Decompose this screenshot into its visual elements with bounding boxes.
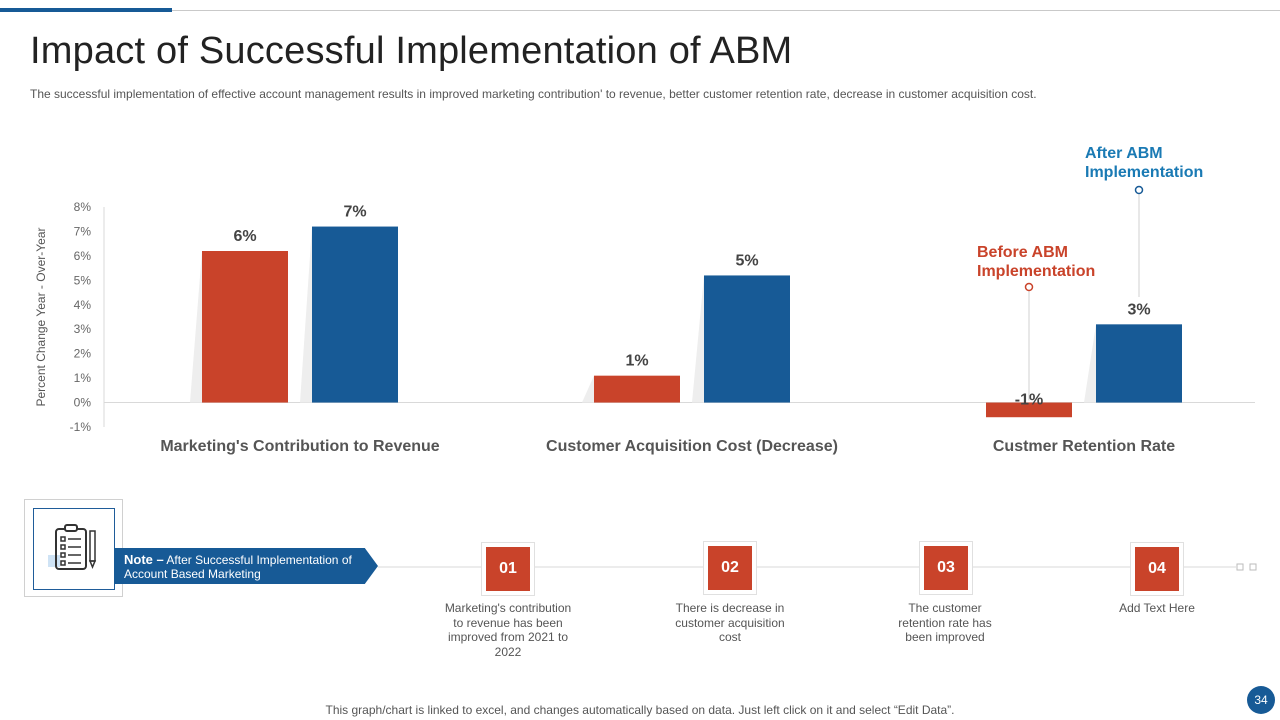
- step-description: Marketing's contribution to revenue has …: [444, 601, 572, 659]
- note-label: Note –: [124, 552, 164, 567]
- data-label: 3%: [1127, 301, 1150, 318]
- data-label: 1%: [625, 353, 648, 370]
- chart-bars: [190, 226, 1182, 418]
- chart-labels: 6% 7% Marketing's Contribution to Revenue 1…: [160, 204, 1175, 455]
- bar: [986, 402, 1072, 418]
- y-tick-label: 3%: [74, 322, 92, 336]
- page-title: Impact of Successful Implementation of A…: [30, 30, 793, 72]
- callout-dot: [1134, 185, 1144, 195]
- bar-shadow: [692, 275, 704, 403]
- step-number: 01: [486, 547, 530, 591]
- step-description: The customer retention rate has been imp…: [898, 601, 992, 644]
- chart-callouts: Before ABM Implementation After ABM Impleme…: [977, 145, 1203, 401]
- y-axis-label: Percent Change Year - Over-Year: [34, 227, 48, 406]
- bar: [1096, 324, 1182, 403]
- top-rule: [0, 10, 1280, 11]
- bar-shadow: [1084, 324, 1096, 403]
- clipboard-icon: [33, 508, 115, 590]
- note-text: Note – After Successful Implementation o…: [124, 552, 369, 582]
- y-tick-label: 6%: [74, 249, 92, 263]
- top-accent-bar: [0, 8, 172, 12]
- y-tick-label: 1%: [74, 371, 92, 385]
- step-number: 03: [924, 546, 968, 590]
- page-number: 34: [1247, 686, 1275, 714]
- y-tick-label: 5%: [74, 273, 92, 287]
- y-tick-label: 0%: [74, 396, 92, 410]
- page-subtitle: The successful implementation of effecti…: [30, 87, 1037, 101]
- y-tick-label: 7%: [74, 224, 92, 238]
- footer-note: This graph/chart is linked to excel, and…: [325, 703, 955, 717]
- note-banner: [114, 548, 378, 584]
- bar: [312, 226, 398, 403]
- timeline: [378, 563, 1257, 571]
- y-tick-label: 8%: [74, 200, 92, 214]
- y-tick-label: 2%: [74, 347, 92, 361]
- note-body: After Successful Implementation of Accou…: [124, 553, 352, 581]
- x-category-label: Custmer Retention Rate: [993, 438, 1175, 455]
- step-number: 04: [1135, 547, 1179, 591]
- chart-axes: -1% 0% 1% 2% 3% 4% 5% 6% 7% 8% Percent Change Year…: [34, 200, 1255, 434]
- data-label: 6%: [233, 228, 256, 245]
- data-label: 7%: [343, 204, 366, 221]
- step-number: 02: [708, 546, 752, 590]
- bar-shadow: [300, 226, 312, 403]
- x-category-label: Customer Acquisition Cost (Decrease): [546, 438, 838, 455]
- bar: [704, 275, 790, 403]
- bar: [202, 251, 288, 403]
- legend-after-label: After ABM: [1085, 145, 1163, 162]
- callout-dot: [1024, 282, 1034, 292]
- step-description: Add Text Here: [1119, 601, 1195, 615]
- legend-before-label: Before ABM: [977, 244, 1068, 261]
- y-tick-label: 4%: [74, 298, 92, 312]
- abm-bar-chart[interactable]: -1% 0% 1% 2% 3% 4% 5% 6% 7% 8% Percent Change Year…: [0, 0, 1280, 500]
- step-description: There is decrease in customer acquisitio…: [675, 601, 785, 644]
- bar-shadow: [582, 375, 594, 403]
- data-label: 5%: [735, 252, 758, 269]
- bar: [594, 375, 680, 403]
- legend-after-label: Implementation: [1085, 164, 1203, 181]
- x-category-label: Marketing's Contribution to Revenue: [160, 438, 439, 455]
- bar-shadow: [190, 251, 202, 403]
- y-tick-label: -1%: [70, 420, 92, 434]
- legend-before-label: Implementation: [977, 263, 1095, 280]
